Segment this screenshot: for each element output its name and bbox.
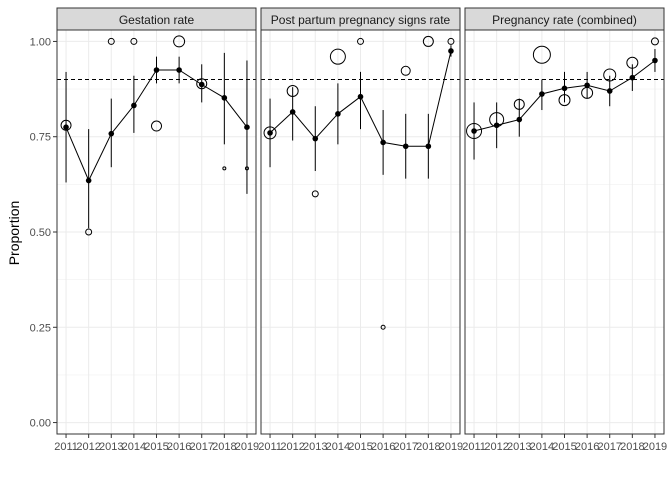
x-tick-label: 2016 — [575, 441, 599, 453]
observed-point — [380, 324, 386, 330]
x-tick-label: 2017 — [597, 441, 621, 453]
y-tick-label: 0.00 — [30, 418, 51, 430]
x-tick-label: 2015 — [552, 441, 576, 453]
facet-strip-label: Pregnancy rate (combined) — [492, 13, 637, 27]
observed-point — [513, 98, 525, 110]
fitted-point — [198, 81, 205, 88]
observed-point — [60, 119, 72, 131]
fitted-point — [402, 143, 409, 150]
x-tick-label: 2019 — [235, 441, 259, 453]
fitted-point — [380, 139, 386, 146]
facet-strip-label: Gestation rate — [119, 13, 195, 27]
y-axis-title: Proportion — [6, 201, 22, 266]
x-tick-label: 2011 — [462, 441, 486, 453]
x-tick-label: 2018 — [212, 441, 236, 453]
observed-point — [244, 166, 249, 171]
observed-point — [466, 123, 483, 139]
observed-point — [151, 120, 162, 132]
x-tick-label: 2012 — [76, 441, 100, 453]
observed-point — [311, 190, 319, 198]
x-tick-label: 2015 — [144, 441, 168, 453]
observed-point — [626, 56, 639, 69]
observed-point — [581, 86, 594, 99]
fitted-point — [652, 57, 658, 64]
fitted-point — [357, 93, 364, 100]
x-tick-label: 2013 — [507, 441, 531, 453]
x-tick-label: 2016 — [167, 441, 191, 453]
x-tick-label: 2018 — [620, 441, 644, 453]
fitted-point — [335, 111, 341, 117]
observed-point — [85, 228, 93, 236]
observed-point — [173, 35, 186, 48]
fitted-point — [312, 135, 319, 142]
fitted-point — [425, 143, 432, 150]
x-tick-label: 2014 — [530, 441, 554, 453]
fitted-point — [221, 95, 228, 101]
x-tick-label: 2011 — [54, 441, 78, 453]
x-tick-label: 2013 — [99, 441, 123, 453]
y-tick-label: 0.75 — [30, 132, 51, 144]
observed-point — [558, 94, 571, 107]
observed-point — [107, 37, 115, 45]
observed-point — [196, 78, 208, 90]
observed-point — [286, 84, 299, 97]
facet-panel-3: Pregnancy rate (combined)201120122013201… — [462, 7, 667, 453]
fitted-point — [629, 74, 636, 81]
x-tick-label: 2014 — [326, 441, 350, 453]
fitted-point — [153, 67, 160, 73]
facet-panel-2: Post partum pregnancy signs rate 20112012… — [258, 7, 463, 453]
fitted-point — [539, 91, 545, 97]
facet-panel-1: Gestation rate20112012201320142015201620… — [54, 7, 259, 453]
fitted-point — [131, 102, 137, 109]
fitted-point — [176, 67, 182, 73]
observed-point — [447, 37, 455, 45]
fitted-point — [63, 124, 69, 130]
fitted-point — [471, 128, 477, 134]
fitted-point — [584, 82, 590, 89]
fitted-point — [493, 122, 500, 129]
fitted-point — [289, 109, 296, 115]
x-tick-label: 2011 — [258, 441, 282, 453]
observed-point — [263, 126, 277, 140]
fitted-point — [85, 177, 92, 184]
observed-point — [329, 48, 346, 65]
x-tick-label: 2018 — [416, 441, 440, 453]
observed-point — [532, 45, 551, 64]
x-tick-label: 2019 — [439, 441, 463, 453]
observed-point — [400, 65, 411, 76]
observed-point — [603, 68, 617, 82]
fitted-point — [606, 88, 613, 94]
fitted-point — [267, 130, 273, 136]
fitted-point — [108, 130, 115, 137]
x-tick-label: 2014 — [122, 441, 146, 453]
observed-point — [130, 37, 138, 45]
x-tick-label: 2012 — [280, 441, 304, 453]
x-tick-label: 2013 — [303, 441, 327, 453]
observed-point — [650, 37, 659, 46]
x-tick-label: 2019 — [643, 441, 667, 453]
fitted-point — [448, 48, 454, 54]
x-tick-label: 2017 — [189, 441, 213, 453]
x-tick-label: 2012 — [484, 441, 508, 453]
x-tick-label: 2015 — [348, 441, 372, 453]
observed-point — [222, 166, 227, 171]
x-tick-label: 2017 — [393, 441, 417, 453]
y-tick-label: 1.00 — [30, 36, 51, 48]
facet-strip-label: Post partum pregnancy signs rate — [271, 13, 451, 27]
fitted-point — [561, 85, 568, 92]
fitted-point — [244, 124, 250, 130]
fitted-point — [516, 116, 523, 123]
observed-point — [357, 37, 364, 45]
observed-point — [422, 35, 434, 47]
y-tick-label: 0.50 — [30, 227, 51, 239]
observed-point — [489, 112, 505, 128]
x-tick-label: 2016 — [371, 441, 395, 453]
y-tick-label: 0.25 — [30, 322, 51, 334]
